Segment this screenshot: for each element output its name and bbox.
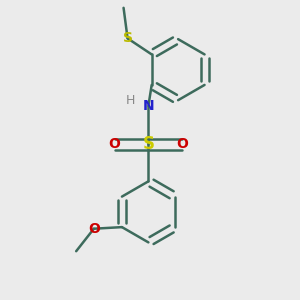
Text: H: H [126, 94, 135, 107]
Text: S: S [123, 31, 133, 45]
Text: N: N [142, 99, 154, 113]
Text: S: S [142, 135, 154, 153]
Text: O: O [176, 137, 188, 152]
Text: O: O [88, 222, 100, 236]
Text: O: O [109, 137, 121, 152]
